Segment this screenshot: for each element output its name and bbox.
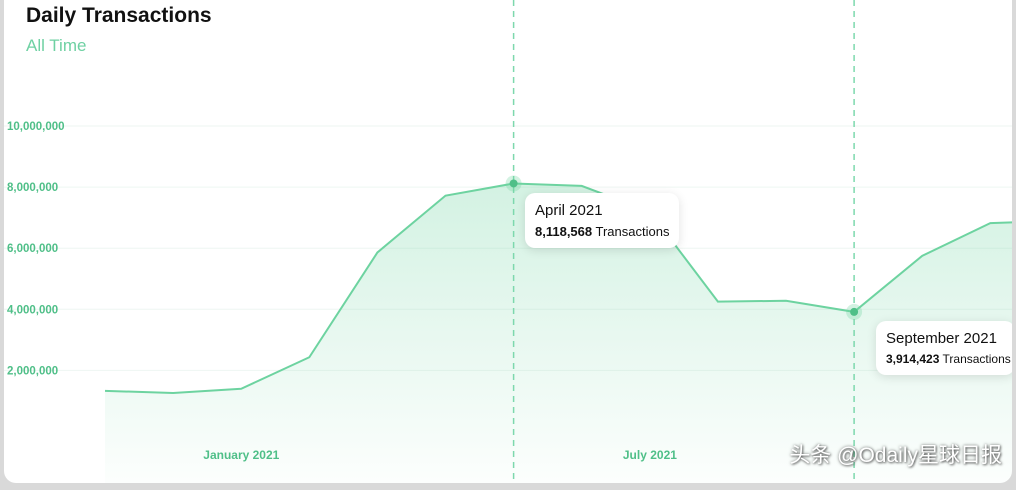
y-tick-label: 2,000,000 (7, 365, 58, 377)
y-tick-label: 10,000,000 (7, 121, 65, 133)
hover-guides (512, 0, 855, 483)
y-tick-label: 6,000,000 (7, 243, 58, 255)
x-tick-label: January 2021 (203, 448, 279, 462)
tooltip-september: September 2021 3,914,423 Transactions (876, 321, 1012, 375)
data-point-2021-09[interactable] (850, 307, 859, 316)
tooltip-value: 3,914,423 (886, 352, 940, 366)
tooltip-unit: Transactions (942, 352, 1011, 366)
area-chart: 2,000,000 4,000,000 6,000,000 8,000,000 10,0… (4, 0, 1012, 483)
y-axis: 2,000,000 4,000,000 6,000,000 8,000,000 10,0… (7, 121, 65, 377)
tooltip-value: 8,118,568 (535, 224, 593, 239)
tooltip-month: April 2021 (535, 202, 603, 219)
data-point-2021-04[interactable] (509, 179, 518, 188)
y-tick-label: 4,000,000 (7, 304, 58, 316)
area-fill (105, 183, 1012, 483)
y-tick-label: 8,000,000 (7, 182, 58, 194)
x-tick-label: July 2021 (623, 448, 677, 462)
time-range-label[interactable]: All Time (26, 36, 87, 55)
data-points (505, 175, 863, 320)
tooltip-april: April 2021 8,118,568 Transactions (525, 193, 680, 248)
chart-title: Daily Transactions (26, 4, 212, 27)
x-axis: January 2021 July 2021 (203, 448, 677, 462)
chart-card: Daily Transactions All Time 2,000,000 4,0… (4, 0, 1012, 483)
tooltip-month: September 2021 (886, 330, 997, 347)
tooltip-unit: Transactions (595, 224, 670, 239)
watermark: 头条 @Odaily星球日报 (789, 444, 1002, 467)
